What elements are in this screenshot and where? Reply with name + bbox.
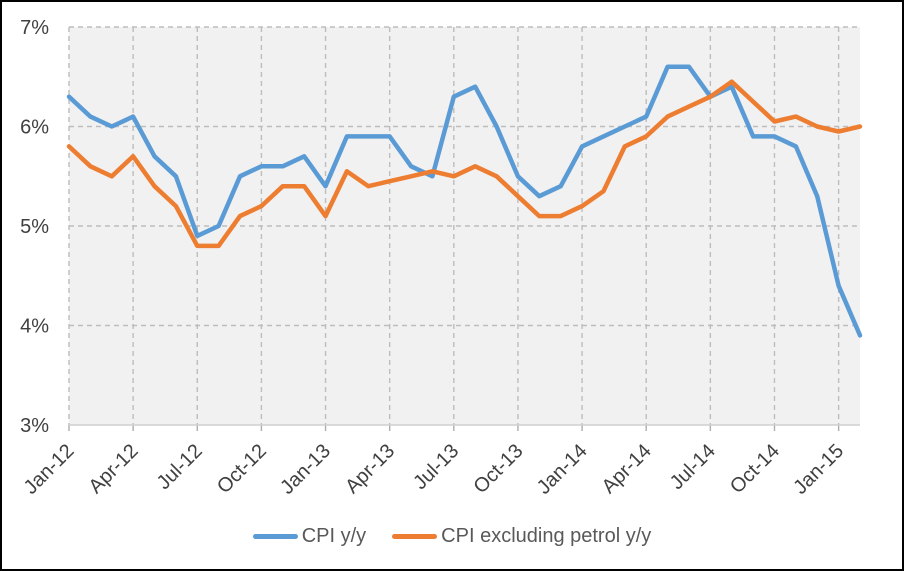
x-axis-tick-label: Oct-12 <box>213 440 271 498</box>
x-axis-tick-label: Jan-13 <box>276 440 335 499</box>
x-axis-tick-label: Apr-14 <box>598 440 656 498</box>
legend-item-cpi-ex-petrol: CPI excluding petrol y/y <box>392 525 651 548</box>
legend: CPI y/y CPI excluding petrol y/y <box>2 525 902 548</box>
series-line-cpi-ex-petrol <box>66 79 863 249</box>
legend-swatch-cpi <box>252 534 298 539</box>
x-axis-tick-label: Jan-12 <box>20 440 79 499</box>
x-axis-tick-label: Jan-15 <box>789 440 848 499</box>
x-axis-tick-label: Jul-13 <box>409 440 463 494</box>
legend-label-cpi-ex-petrol: CPI excluding petrol y/y <box>441 525 652 547</box>
y-axis-tick-label: 7% <box>20 17 49 39</box>
x-axis-tick-label: Apr-13 <box>341 440 399 498</box>
y-axis-tick-label: 3% <box>20 415 49 437</box>
y-axis-tick-label: 6% <box>20 117 49 139</box>
legend-item-cpi: CPI y/y <box>252 525 367 548</box>
x-axis-tick-label: Jan-14 <box>533 440 592 499</box>
y-axis-tick-label: 5% <box>20 216 49 238</box>
x-axis-tick-label: Oct-14 <box>726 440 784 498</box>
x-axis-tick-label: Jul-14 <box>666 440 720 494</box>
x-axis-tick-label: Apr-12 <box>85 440 143 498</box>
series-line-cpi <box>66 64 863 338</box>
x-axis-tick-label: Jul-12 <box>153 440 207 494</box>
y-axis-tick-label: 4% <box>20 316 49 338</box>
legend-label-cpi: CPI y/y <box>301 525 367 547</box>
x-axis-tick-label: Oct-13 <box>469 440 527 498</box>
legend-swatch-cpi-ex-petrol <box>392 534 438 539</box>
